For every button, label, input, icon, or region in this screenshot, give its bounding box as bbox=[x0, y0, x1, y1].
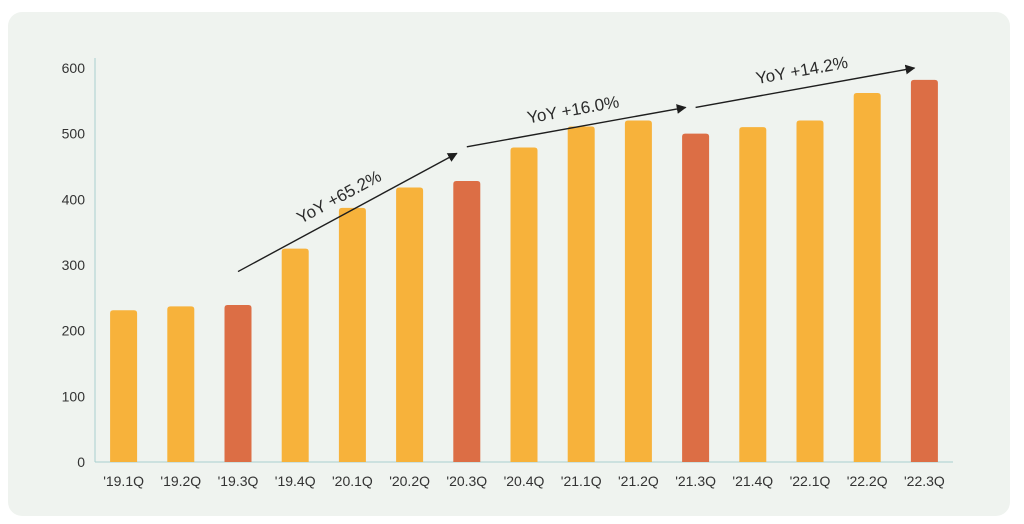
y-tick-label: 600 bbox=[62, 60, 86, 76]
bar bbox=[682, 133, 710, 462]
x-tick-label: '20.4Q bbox=[504, 473, 545, 489]
x-tick-label: '22.1Q bbox=[790, 473, 831, 489]
bar bbox=[910, 79, 938, 462]
bar bbox=[281, 248, 309, 462]
bar bbox=[453, 180, 481, 463]
bar bbox=[510, 147, 538, 462]
y-tick-label: 400 bbox=[62, 191, 86, 207]
x-tick-label: '22.3Q bbox=[904, 473, 945, 489]
bar bbox=[796, 120, 824, 463]
bar bbox=[167, 306, 195, 462]
x-tick-label: '22.2Q bbox=[847, 473, 888, 489]
bar bbox=[338, 207, 366, 462]
x-tick-label: '19.1Q bbox=[103, 473, 144, 489]
x-tick-label: '21.1Q bbox=[561, 473, 602, 489]
x-tick-label: '21.4Q bbox=[732, 473, 773, 489]
y-tick-label: 0 bbox=[77, 454, 85, 470]
bar bbox=[739, 127, 767, 462]
y-tick-label: 200 bbox=[62, 323, 86, 339]
x-tick-label: '20.1Q bbox=[332, 473, 373, 489]
x-tick-label: '20.3Q bbox=[446, 473, 487, 489]
chart-card: 0 100 200 300 400 500 600 '19.1Q '19.2Q '19.3Q '19… bbox=[8, 12, 1010, 516]
y-tick-label: 100 bbox=[62, 388, 86, 404]
x-tick-label: '19.2Q bbox=[160, 473, 201, 489]
bar-chart: 0 100 200 300 400 500 600 '19.1Q '19.2Q '19.3Q '19… bbox=[62, 53, 953, 489]
bar bbox=[567, 126, 595, 463]
x-tick-label: '19.4Q bbox=[275, 473, 316, 489]
x-tick-label: '20.2Q bbox=[389, 473, 430, 489]
bar bbox=[396, 187, 424, 462]
bar bbox=[624, 120, 652, 463]
trend-arrow bbox=[237, 152, 458, 273]
trend-arrow bbox=[466, 104, 687, 148]
trend-arrow bbox=[695, 64, 916, 109]
bar bbox=[110, 310, 138, 462]
y-tick-label: 500 bbox=[62, 126, 86, 142]
x-tick-label: '19.3Q bbox=[218, 473, 259, 489]
bar bbox=[224, 305, 252, 462]
bar bbox=[853, 92, 881, 462]
x-tick-label: '21.3Q bbox=[675, 473, 716, 489]
y-tick-label: 300 bbox=[62, 257, 86, 273]
x-tick-label: '21.2Q bbox=[618, 473, 659, 489]
